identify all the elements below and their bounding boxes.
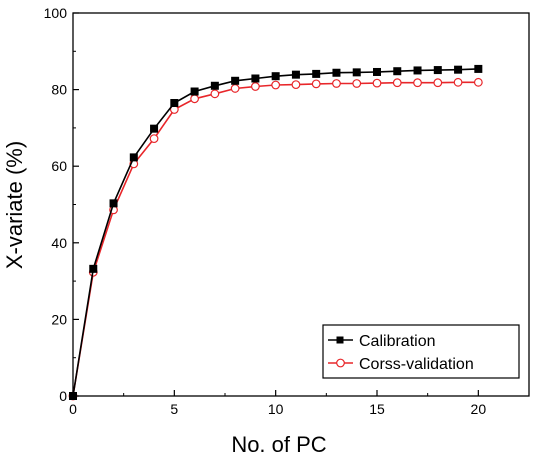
data-point bbox=[292, 81, 300, 89]
x-tick-label: 10 bbox=[268, 401, 284, 417]
data-point bbox=[272, 73, 279, 80]
data-point bbox=[171, 100, 178, 107]
data-point bbox=[394, 68, 401, 75]
y-tick-label: 40 bbox=[51, 235, 67, 251]
data-point bbox=[292, 71, 299, 78]
data-point bbox=[353, 69, 360, 76]
data-point bbox=[312, 80, 320, 88]
data-point bbox=[252, 83, 260, 91]
legend-swatch-marker bbox=[337, 359, 345, 367]
data-point bbox=[455, 66, 462, 73]
data-point bbox=[414, 67, 421, 74]
data-point bbox=[313, 70, 320, 77]
data-point bbox=[475, 79, 483, 87]
data-point bbox=[231, 85, 239, 93]
data-point bbox=[150, 135, 158, 143]
legend-label: Corss-validation bbox=[359, 356, 474, 373]
legend: Calibration Corss-validation bbox=[323, 325, 519, 378]
legend-label: Calibration bbox=[359, 333, 435, 350]
data-point bbox=[110, 200, 117, 207]
data-point bbox=[414, 79, 422, 87]
y-tick-label: 100 bbox=[44, 5, 68, 21]
y-tick-label: 0 bbox=[59, 388, 67, 404]
x-tick-label: 0 bbox=[69, 401, 77, 417]
data-point bbox=[333, 80, 341, 88]
x-axis-label: No. of PC bbox=[231, 432, 326, 457]
data-point bbox=[434, 79, 442, 87]
data-point bbox=[232, 77, 239, 84]
y-tick-label: 20 bbox=[51, 311, 67, 327]
data-point bbox=[475, 65, 482, 72]
data-point bbox=[90, 265, 97, 272]
data-point bbox=[373, 79, 381, 87]
data-point bbox=[374, 68, 381, 75]
x-tick-label: 15 bbox=[369, 401, 385, 417]
data-point bbox=[454, 79, 462, 87]
y-tick-label: 60 bbox=[51, 158, 67, 174]
data-point bbox=[252, 75, 259, 82]
data-point bbox=[353, 80, 361, 88]
x-tick-label: 20 bbox=[471, 401, 487, 417]
data-point bbox=[211, 90, 219, 98]
data-point bbox=[393, 79, 401, 87]
data-point bbox=[211, 82, 218, 89]
y-axis-label: X-variate (%) bbox=[2, 141, 27, 269]
y-tick-label: 80 bbox=[51, 82, 67, 98]
data-point bbox=[434, 67, 441, 74]
data-point bbox=[151, 125, 158, 132]
data-point bbox=[191, 95, 199, 103]
data-point bbox=[191, 88, 198, 95]
legend-swatch-marker bbox=[337, 337, 344, 344]
x-tick-label: 5 bbox=[170, 401, 178, 417]
data-point bbox=[333, 69, 340, 76]
data-point bbox=[130, 154, 137, 161]
data-point bbox=[272, 81, 280, 89]
